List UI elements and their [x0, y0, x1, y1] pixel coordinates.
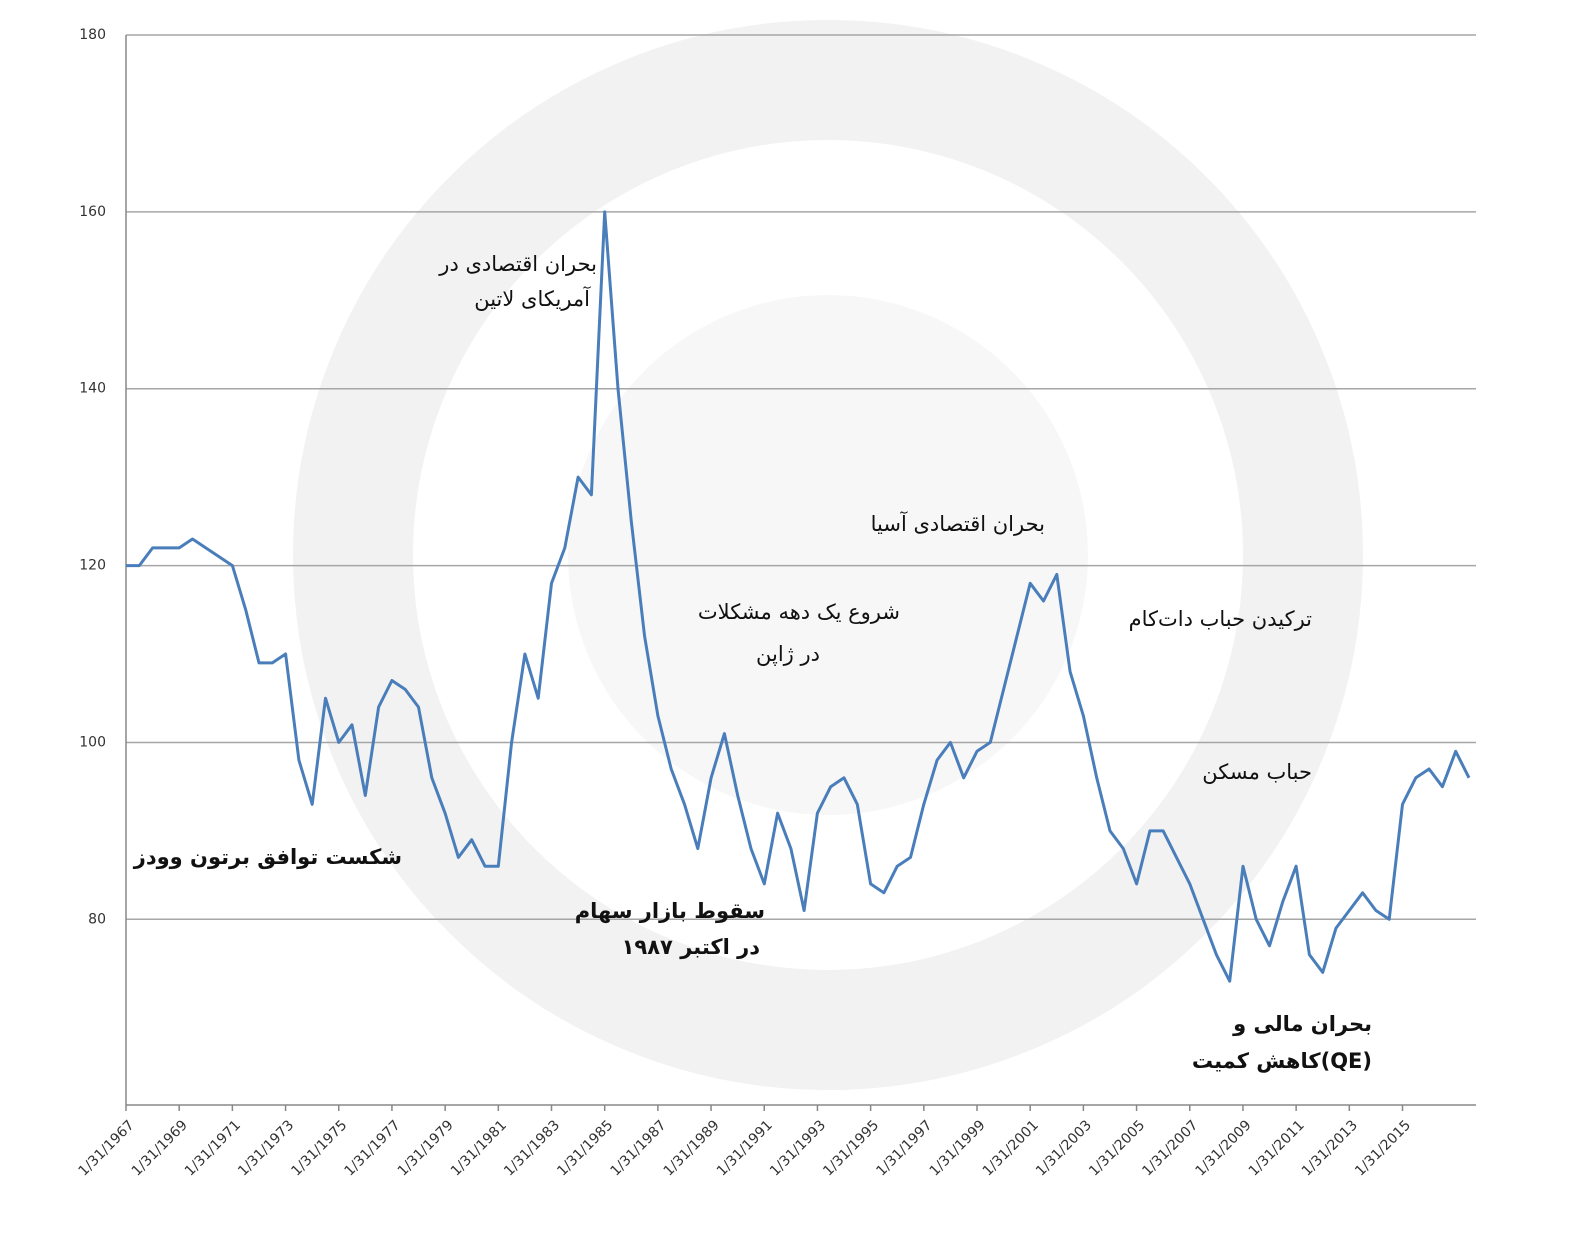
annotation: در ژاپن	[756, 642, 820, 666]
annotation: در اکتبر ۱۹۸۷	[622, 935, 761, 959]
x-tick-label: 1/31/1995	[820, 1117, 882, 1179]
x-tick-label: 1/31/2005	[1086, 1117, 1148, 1179]
x-tick-label: 1/31/1993	[767, 1117, 829, 1179]
x-tick-label: 1/31/2007	[1139, 1117, 1201, 1179]
x-tick-label: 1/31/2003	[1033, 1117, 1095, 1179]
x-tick-label: 1/31/1971	[182, 1117, 244, 1179]
x-tick-label: 1/31/1967	[76, 1117, 138, 1179]
x-tick-label: 1/31/2015	[1352, 1117, 1414, 1179]
annotation: حباب مسکن	[1202, 760, 1312, 784]
y-tick-label: 180	[79, 27, 106, 43]
annotation: سقوط بازار سهام	[575, 899, 765, 923]
x-tick-label: 1/31/1985	[554, 1117, 616, 1179]
watermark	[293, 20, 1363, 1090]
x-tick-label: 1/31/1979	[395, 1117, 457, 1179]
annotation: آمریکای لاتین	[474, 286, 591, 311]
x-tick-label: 1/31/1987	[607, 1117, 669, 1179]
annotation: بحران اقتصادی در	[438, 252, 597, 276]
y-tick-label: 100	[79, 734, 106, 750]
annotation: بحران اقتصادی آسیا	[871, 511, 1045, 536]
x-tick-label: 1/31/1983	[501, 1117, 563, 1179]
x-tick-label: 1/31/1981	[448, 1117, 510, 1179]
x-tick-label: 1/31/2011	[1246, 1117, 1308, 1179]
y-tick-label: 160	[79, 204, 106, 220]
annotation: کاهش کمیت(QE)	[1192, 1049, 1372, 1073]
y-tick-label: 80	[88, 911, 106, 927]
x-tick-label: 1/31/2013	[1299, 1117, 1361, 1179]
data-line	[126, 210, 1471, 983]
x-tick-label: 1/31/2009	[1193, 1117, 1255, 1179]
annotation: بحران مالی و	[1232, 1012, 1372, 1036]
annotation: ترکیدن حباب دات‌کام	[1129, 607, 1313, 631]
x-tick-label: 1/31/1991	[714, 1117, 776, 1179]
x-tick-label: 1/31/2001	[980, 1117, 1042, 1179]
annotation: شکست توافق برتون وودز	[133, 845, 402, 869]
y-tick-label: 120	[79, 558, 106, 574]
x-tick-label: 1/31/1975	[288, 1117, 350, 1179]
x-tick-label: 1/31/1969	[129, 1117, 191, 1179]
x-tick-label: 1/31/1977	[342, 1117, 404, 1179]
x-tick-label: 1/31/1973	[235, 1117, 297, 1179]
y-tick-label: 140	[79, 381, 106, 397]
x-tick-label: 1/31/1997	[873, 1117, 935, 1179]
annotation: شروع یک دهه مشکلات	[698, 600, 900, 624]
x-tick-label: 1/31/1999	[927, 1117, 989, 1179]
x-tick-label: 1/31/1989	[661, 1117, 723, 1179]
